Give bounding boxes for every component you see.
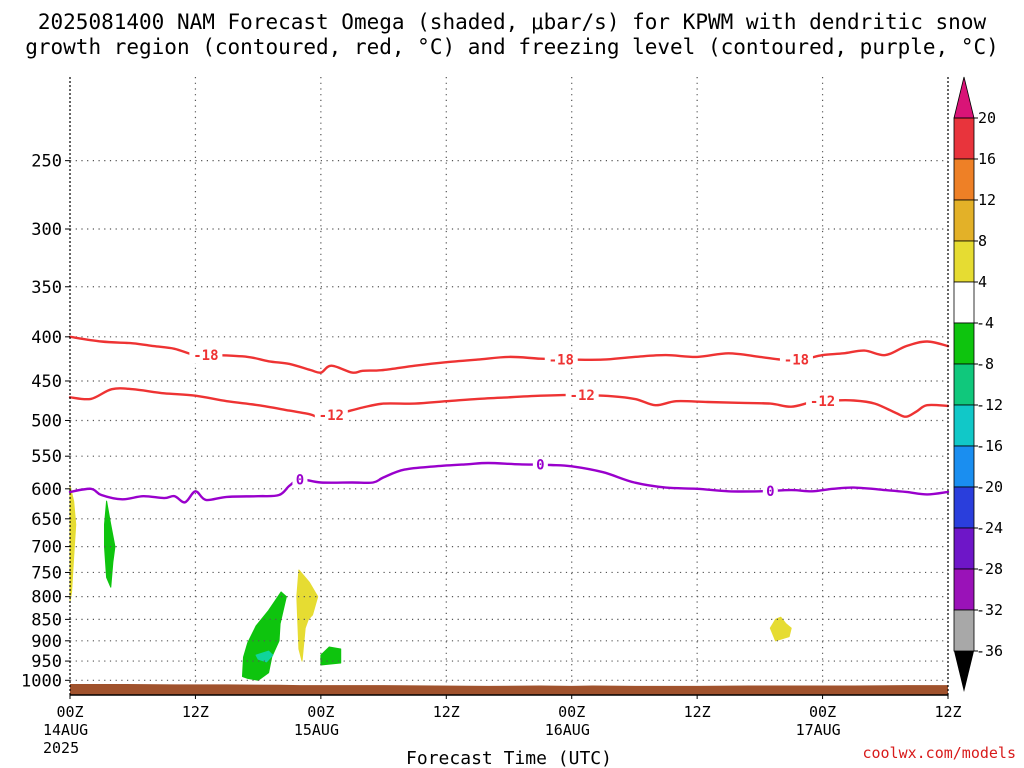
omega-shading-layer — [69, 485, 792, 681]
colorbar-segment-12 — [953, 609, 975, 652]
y-tick-label: 1000 — [21, 671, 62, 691]
contour-label-bg — [292, 471, 308, 488]
colorbar-label: -12 — [976, 396, 1003, 414]
contour-label-bg — [189, 347, 223, 364]
contour-label-bg — [762, 482, 778, 499]
x-tick-label: 14AUG — [43, 721, 88, 739]
x-tick-label: 00Z — [56, 703, 83, 721]
x-tick-label: 00Z — [558, 703, 585, 721]
colorbar-label: 4 — [978, 273, 987, 291]
contour-label: 0 — [296, 472, 304, 488]
colorbar-segment-6 — [953, 363, 975, 406]
colorbar: 20 16 12 8 4 -4 -8 -12 -16 -20 -24 -28 -32 -36 — [953, 76, 1003, 692]
y-tick-label: 550 — [31, 447, 62, 467]
y-tick-label: 250 — [31, 152, 62, 172]
freezing-level-contour-0 — [68, 461, 950, 504]
contour-label-bg — [544, 351, 578, 368]
colorbar-label: -16 — [976, 437, 1003, 455]
colorbar-segment-4 — [953, 281, 975, 324]
colorbar-segment-0 — [953, 117, 975, 160]
surface-layer — [70, 684, 948, 695]
x-tick-label: 15AUG — [294, 721, 339, 739]
colorbar-label: 20 — [978, 109, 996, 127]
x-tick-label: 00Z — [307, 703, 334, 721]
colorbar-segment-11 — [953, 568, 975, 611]
contour-layer: -18 -18 -18 -12 -12 -12 0 0 0 — [68, 335, 950, 504]
contour-label: 0 — [536, 458, 544, 474]
dgz-contour-m12 — [68, 387, 950, 419]
x-tick-label: 12Z — [684, 703, 711, 721]
x-tick-label: 12Z — [182, 703, 209, 721]
omega-region-6 — [769, 616, 792, 642]
omega-region-0 — [69, 485, 77, 602]
surface-terrain — [70, 684, 948, 695]
y-tick-label: 400 — [31, 328, 62, 348]
colorbar-label: -8 — [976, 355, 994, 373]
contour-label: -18 — [784, 353, 809, 369]
x-tick-label: 16AUG — [545, 721, 590, 739]
colorbar-segment-7 — [953, 404, 975, 447]
contour-label: -12 — [570, 388, 595, 404]
colorbar-segment-10 — [953, 527, 975, 570]
colorbar-label: 8 — [978, 232, 987, 250]
x-tick-label: 00Z — [809, 703, 836, 721]
x-tick-label: 12Z — [934, 703, 961, 721]
omega-region-2 — [241, 591, 287, 681]
axes-layer: 2503003504004505005506006507007508008509… — [21, 77, 962, 768]
y-tick-label: 850 — [31, 610, 62, 630]
colorbar-label: -24 — [976, 519, 1003, 537]
contour-label: -12 — [319, 408, 344, 424]
omega-region-4 — [296, 569, 319, 662]
colorbar-segment-9 — [953, 486, 975, 529]
y-tick-label: 650 — [31, 510, 62, 530]
colorbar-top-arrow — [954, 77, 974, 118]
y-tick-label: 350 — [31, 278, 62, 298]
colorbar-label: -4 — [976, 314, 994, 332]
y-tick-label: 800 — [31, 588, 62, 608]
colorbar-segment-2 — [953, 199, 975, 242]
x-axis-title: Forecast Time (UTC) — [406, 748, 612, 768]
y-tick-label: 450 — [31, 372, 62, 392]
y-tick-label: 300 — [31, 220, 62, 240]
omega-region-3 — [255, 650, 274, 663]
colorbar-label: -20 — [976, 478, 1003, 496]
contour-label-bg — [565, 387, 599, 404]
colorbar-bottom-arrow — [954, 651, 974, 692]
omega-region-1 — [103, 500, 116, 588]
y-tick-label: 500 — [31, 411, 62, 431]
contour-label-bg — [806, 393, 840, 410]
x-tick-label: 12Z — [433, 703, 460, 721]
contour-label-bg — [779, 351, 813, 368]
colorbar-label: 16 — [978, 150, 996, 168]
omega-region-5 — [320, 646, 342, 666]
contour-label: -12 — [810, 394, 835, 410]
colorbar-label: -32 — [976, 601, 1003, 619]
grid-layer — [70, 77, 948, 695]
contour-label: -18 — [549, 352, 574, 368]
contour-label: -18 — [193, 348, 218, 364]
credit-link[interactable]: coolwx.com/models — [862, 744, 1016, 762]
chart-title-line-2: growth region (contoured, red, °C) and f… — [25, 35, 999, 59]
colorbar-label: 12 — [978, 191, 996, 209]
y-tick-label: 750 — [31, 563, 62, 583]
y-tick-label: 950 — [31, 652, 62, 672]
contour-label: 0 — [766, 484, 774, 500]
colorbar-segment-5 — [953, 322, 975, 365]
colorbar-segment-3 — [953, 240, 975, 283]
x-tick-label: 17AUG — [796, 721, 841, 739]
x-tick-label: 2025 — [43, 739, 79, 757]
y-tick-label: 900 — [31, 632, 62, 652]
y-tick-label: 600 — [31, 480, 62, 500]
colorbar-label: -36 — [976, 642, 1003, 660]
contour-label-bg — [532, 456, 548, 473]
colorbar-top-arrow-outline — [953, 76, 975, 119]
colorbar-segment-1 — [953, 158, 975, 201]
colorbar-label: -28 — [976, 560, 1003, 578]
contour-label-bg — [314, 407, 348, 424]
chart-title-line-1: 2025081400 NAM Forecast Omega (shaded, μ… — [37, 10, 987, 34]
y-tick-label: 700 — [31, 538, 62, 558]
colorbar-segment-8 — [953, 445, 975, 488]
